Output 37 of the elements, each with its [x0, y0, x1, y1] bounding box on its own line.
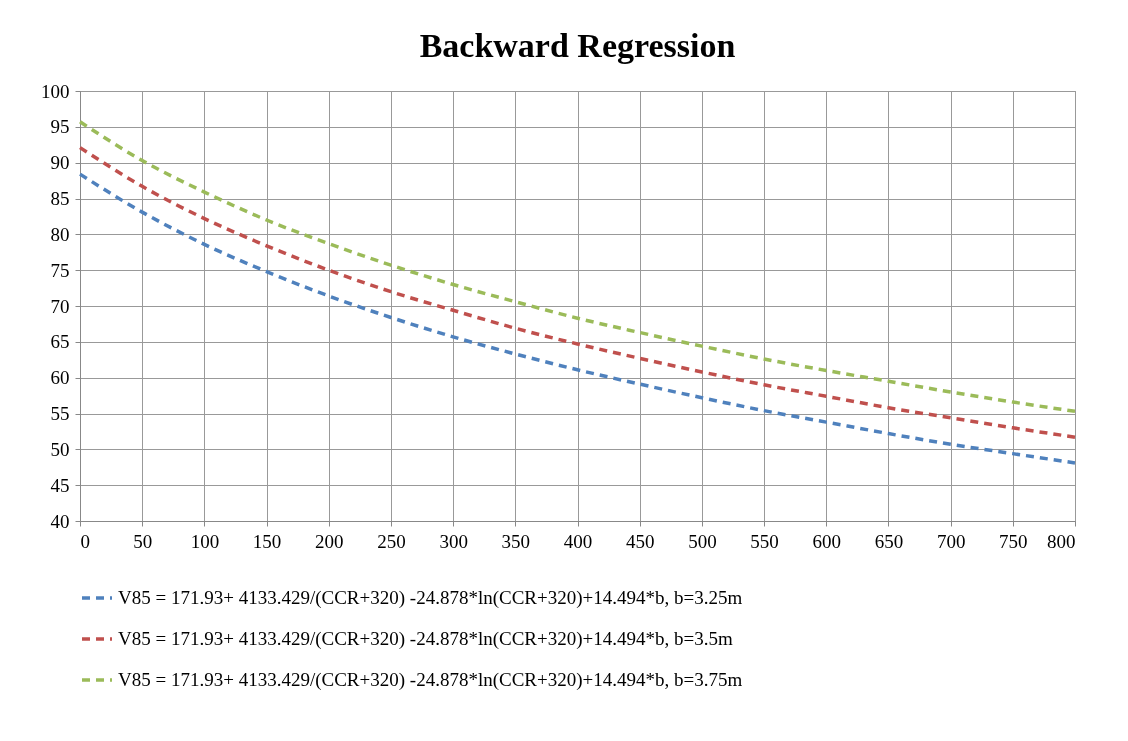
x-tick-label: 100: [190, 530, 220, 552]
y-tick-label: 70: [50, 295, 70, 317]
y-tick-label: 95: [50, 116, 70, 138]
line-series: [78, 120, 1077, 414]
line-series: [78, 145, 1077, 439]
legend-label: V85 = 171.93+ 4133.429/(CCR+320) -24.878*ln(CCR+320)+14.494*b, b=3.75m: [118, 669, 743, 691]
x-tick-label: 650: [874, 530, 904, 552]
y-tick-label: 50: [50, 438, 70, 460]
y-tick-label: 90: [50, 152, 70, 174]
y-tick-label: 55: [50, 403, 70, 424]
x-tick-label: 750: [999, 530, 1028, 552]
x-tick-label: 550: [750, 530, 779, 552]
chart-title: Backward Regression: [419, 27, 736, 64]
y-tick-label: 100: [41, 80, 70, 102]
x-tick-label: 0: [80, 530, 90, 552]
x-tick-label: 50: [133, 530, 153, 552]
x-tick-label: 250: [377, 530, 406, 552]
y-tick-label: 60: [50, 367, 70, 389]
y-tick-label: 65: [50, 331, 70, 353]
x-tick-label: 400: [563, 530, 593, 552]
x-tick-label: 450: [625, 530, 655, 552]
x-tick-label: 600: [812, 530, 841, 552]
x-tick-label: 200: [315, 530, 344, 552]
x-tick-label: 700: [936, 530, 966, 552]
x-tick-label: 500: [688, 530, 717, 552]
y-tick-label: 75: [50, 259, 70, 281]
y-tick-label: 85: [50, 188, 70, 209]
y-tick-label: 40: [50, 510, 70, 532]
line-series: [78, 172, 1077, 465]
x-tick-label: 800: [1047, 530, 1076, 552]
x-tick-label: 350: [501, 530, 531, 552]
y-tick-label: 80: [50, 223, 70, 245]
x-tick-label: 300: [439, 530, 468, 552]
legend-label: V85 = 171.93+ 4133.429/(CCR+320) -24.878*ln(CCR+320)+14.494*b, b=3.5m: [118, 628, 733, 650]
legend-label: V85 = 171.93+ 4133.429/(CCR+320) -24.878*ln(CCR+320)+14.494*b, b=3.25m: [118, 587, 743, 609]
x-tick-label: 150: [252, 530, 282, 552]
y-tick-label: 45: [50, 474, 70, 496]
